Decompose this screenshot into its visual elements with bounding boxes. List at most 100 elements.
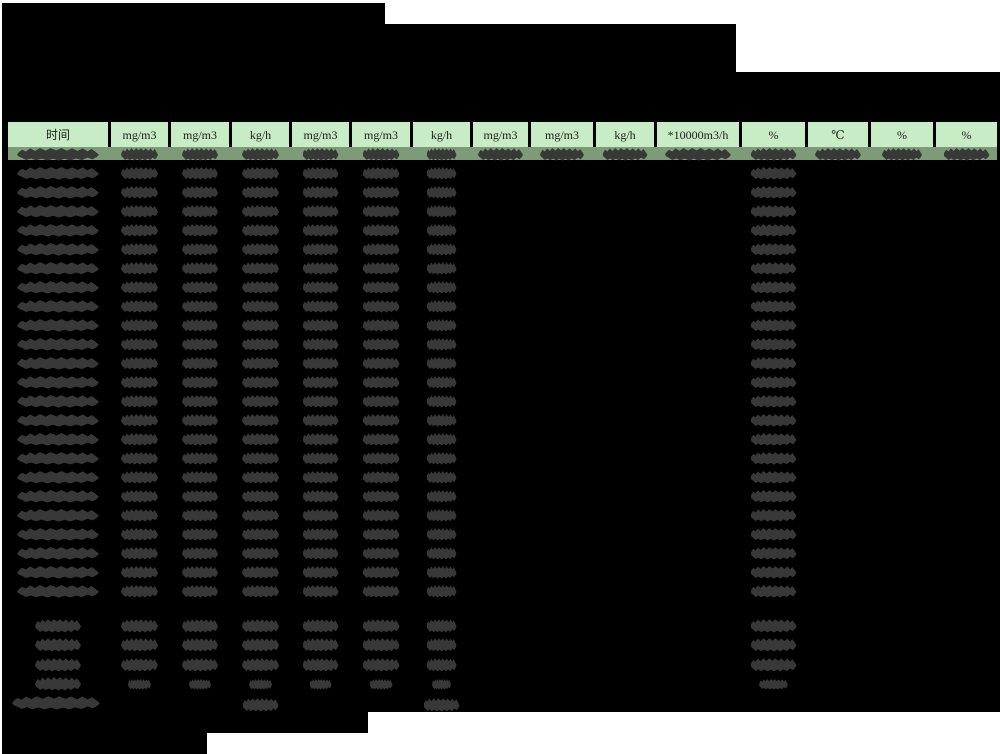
redacted-summary-value bbox=[302, 658, 339, 672]
redacted-cell-value bbox=[121, 528, 158, 541]
redacted-cell-value bbox=[182, 547, 218, 560]
redacted-cell-value bbox=[121, 167, 158, 180]
redacted-cell-value bbox=[426, 395, 457, 408]
redacted-cell-value bbox=[182, 414, 218, 427]
redacted-cell-value bbox=[182, 357, 218, 370]
redacted-cell-value bbox=[750, 490, 797, 503]
redacted-cell-value bbox=[750, 528, 797, 541]
redaction-table-body bbox=[2, 72, 1000, 712]
redacted-cell-value bbox=[302, 243, 339, 256]
redacted-timestamp bbox=[17, 433, 99, 446]
redacted-cell-value bbox=[362, 167, 400, 180]
redacted-cell-value bbox=[426, 186, 457, 199]
redacted-timestamp bbox=[17, 167, 99, 180]
unit-header-row: 时间 mg/m3 mg/m3 kg/h mg/m3 mg/m3 kg/h mg/m3 mg/m3… bbox=[0, 122, 1000, 147]
unit-header-cell-13: ℃ bbox=[808, 122, 868, 147]
redacted-cell-value bbox=[302, 167, 339, 180]
redacted-summary-value bbox=[309, 678, 332, 690]
redacted-summary-value bbox=[121, 638, 158, 652]
redacted-cell-value bbox=[302, 262, 339, 275]
redacted-timestamp bbox=[17, 205, 99, 218]
redacted-cell-value bbox=[182, 490, 218, 503]
redacted-summary-value bbox=[426, 619, 457, 633]
unit-header-cell-15: % bbox=[936, 122, 997, 147]
redacted-cell-value bbox=[121, 357, 158, 370]
redacted-cell-value bbox=[242, 243, 279, 256]
redacted-summary-value bbox=[182, 638, 218, 652]
redacted-cell-value bbox=[242, 395, 279, 408]
unit-header-cell-1: 时间 bbox=[8, 122, 108, 147]
redaction-footer-step-1 bbox=[2, 712, 368, 733]
redacted-cell-value bbox=[121, 547, 158, 560]
redacted-cell-value bbox=[121, 205, 158, 218]
redacted-cell-value bbox=[362, 357, 400, 370]
redacted-cell-value bbox=[362, 452, 400, 465]
redacted-cell-value bbox=[121, 262, 158, 275]
redacted-summary-value bbox=[242, 619, 279, 633]
redacted-cell-value bbox=[182, 262, 218, 275]
redacted-cell-value bbox=[242, 509, 279, 522]
redacted-cell-value bbox=[665, 148, 731, 161]
redacted-timestamp bbox=[17, 224, 99, 237]
redacted-cell-value bbox=[182, 186, 218, 199]
redacted-cell-value bbox=[750, 452, 797, 465]
redacted-cell-value bbox=[182, 395, 218, 408]
redacted-cell-value bbox=[750, 509, 797, 522]
redacted-cell-value bbox=[426, 547, 457, 560]
redacted-cell-value bbox=[362, 509, 400, 522]
redacted-timestamp bbox=[17, 300, 99, 313]
redacted-cell-value bbox=[882, 148, 922, 161]
redacted-cell-value bbox=[426, 300, 457, 313]
redacted-summary-value bbox=[302, 638, 339, 652]
redacted-summary-value bbox=[426, 658, 457, 672]
redacted-summary-value bbox=[182, 658, 218, 672]
redacted-cell-value bbox=[362, 471, 400, 484]
unit-header-cell-7: kg/h bbox=[413, 122, 470, 147]
redacted-cell-value bbox=[426, 281, 457, 294]
redacted-cell-value bbox=[750, 433, 797, 446]
redacted-cell-value bbox=[362, 224, 400, 237]
redacted-cell-value bbox=[750, 319, 797, 332]
redacted-cell-value bbox=[182, 566, 218, 579]
redacted-timestamp bbox=[17, 376, 99, 389]
redacted-summary-value bbox=[750, 638, 797, 652]
redacted-cell-value bbox=[362, 376, 400, 389]
redacted-cell-value bbox=[540, 148, 584, 161]
redacted-cell-value bbox=[242, 357, 279, 370]
redacted-timestamp bbox=[17, 547, 99, 560]
redacted-cell-value bbox=[302, 376, 339, 389]
redacted-cell-value bbox=[750, 338, 797, 351]
redacted-cell-value bbox=[182, 243, 218, 256]
redacted-cell-value bbox=[602, 148, 648, 161]
redacted-cell-value bbox=[426, 566, 457, 579]
redacted-cell-value bbox=[182, 338, 218, 351]
redacted-summary-value bbox=[362, 619, 400, 633]
redacted-summary-label bbox=[35, 619, 81, 633]
redacted-cell-value bbox=[121, 281, 158, 294]
redacted-cell-value bbox=[362, 300, 400, 313]
redacted-cell-value bbox=[362, 547, 400, 560]
redacted-cell-value bbox=[750, 376, 797, 389]
redacted-cell-value bbox=[182, 376, 218, 389]
redacted-cell-value bbox=[242, 186, 279, 199]
redacted-cell-value bbox=[121, 585, 158, 598]
unit-header-cell-4: kg/h bbox=[232, 122, 289, 147]
redacted-cell-value bbox=[302, 186, 339, 199]
redacted-timestamp bbox=[17, 243, 99, 256]
redacted-cell-value bbox=[750, 547, 797, 560]
redacted-cell-value bbox=[302, 338, 339, 351]
redacted-cell-value bbox=[426, 224, 457, 237]
redacted-summary-value bbox=[759, 678, 788, 690]
redacted-cell-value bbox=[302, 585, 339, 598]
redaction-subtitle-block bbox=[385, 24, 736, 73]
redacted-timestamp bbox=[17, 585, 99, 598]
redacted-cell-value bbox=[750, 167, 797, 180]
redacted-summary-value bbox=[121, 658, 158, 672]
redacted-cell-value bbox=[121, 471, 158, 484]
redacted-cell-value bbox=[815, 148, 861, 161]
redacted-timestamp bbox=[17, 338, 99, 351]
redacted-summary-label bbox=[35, 638, 81, 652]
redaction-title-block bbox=[2, 3, 385, 73]
redacted-cell-value bbox=[362, 338, 400, 351]
redacted-cell-value bbox=[362, 319, 400, 332]
